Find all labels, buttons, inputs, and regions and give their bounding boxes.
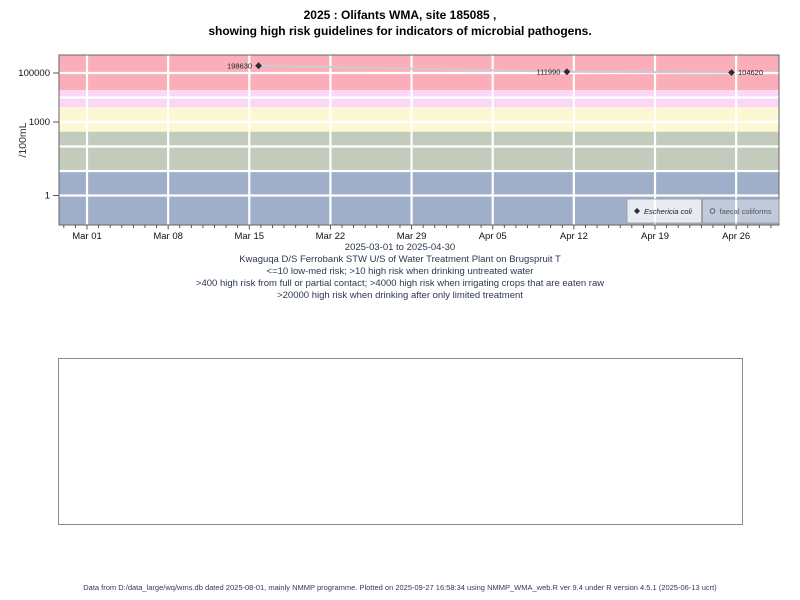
x-tick-label: Apr 12 (560, 231, 588, 242)
guideline-text-2: >400 high risk from full or partial cont… (195, 278, 605, 289)
x-tick-label: Mar 08 (153, 231, 183, 242)
legend-label: faecal coliforms (720, 207, 772, 216)
x-axis-range-label: 2025-03-01 to 2025-04-30 (344, 242, 456, 253)
x-tick-label: Apr 26 (722, 231, 750, 242)
data-point-marker (255, 62, 262, 70)
risk-band-high-risk-irrigating-raw-crops (59, 90, 779, 108)
chart-title-line1: 2025 : Olifants WMA, site 185085 , (303, 8, 497, 22)
legend-box (702, 198, 780, 224)
footer-note: Data from D:/data_large/wq/wms.db dated … (83, 583, 717, 592)
plot-border (58, 54, 780, 226)
guideline-text-1: <=10 low-med risk; >10 high risk when dr… (266, 266, 534, 277)
data-point-marker (563, 68, 571, 76)
legend-open-circle-icon (709, 208, 716, 214)
y-tick-label: 100000 (18, 68, 50, 79)
chart-subtitles: Kwaguqa D/S Ferrobank STW U/S of Water T… (0, 254, 800, 302)
x-tick-label: Apr 05 (479, 231, 507, 242)
guideline-text-3: >20000 high risk when drinking after onl… (277, 290, 523, 301)
data-point-label: 198630 (227, 61, 252, 70)
x-tick-label: Mar 01 (72, 231, 102, 242)
data-point-label: 111990 (536, 67, 560, 76)
y-tick-label: 1 (45, 191, 50, 202)
x-tick-label: Mar 29 (397, 231, 427, 242)
x-tick-label: Mar 15 (234, 231, 264, 242)
chart-title: 2025 : Olifants WMA, site 185085 , showi… (0, 7, 800, 39)
x-tick-label: Apr 19 (641, 231, 669, 242)
chart-title-line2: showing high risk guidelines for indicat… (208, 24, 592, 38)
data-point-marker (728, 69, 735, 76)
empty-panel (58, 358, 743, 525)
site-description: Kwaguqa D/S Ferrobank STW U/S of Water T… (239, 254, 561, 265)
y-tick-label: 1000 (29, 117, 50, 128)
legend-filled-diamond-icon (634, 208, 640, 214)
x-tick-label: Mar 22 (316, 231, 346, 242)
y-axis-title: /100mL (17, 122, 29, 157)
legend-label: Eschericia coli (644, 207, 692, 216)
pathogen-risk-chart: Mar 01 Mar 08 Mar 15 Mar 22 Mar 29 Apr 05 Apr … (17, 54, 780, 242)
data-point-label: 104620 (738, 68, 763, 77)
risk-band-high-risk-full-partial-contact (59, 107, 779, 132)
risk-band-high-risk-drinking-untreated (59, 131, 779, 171)
